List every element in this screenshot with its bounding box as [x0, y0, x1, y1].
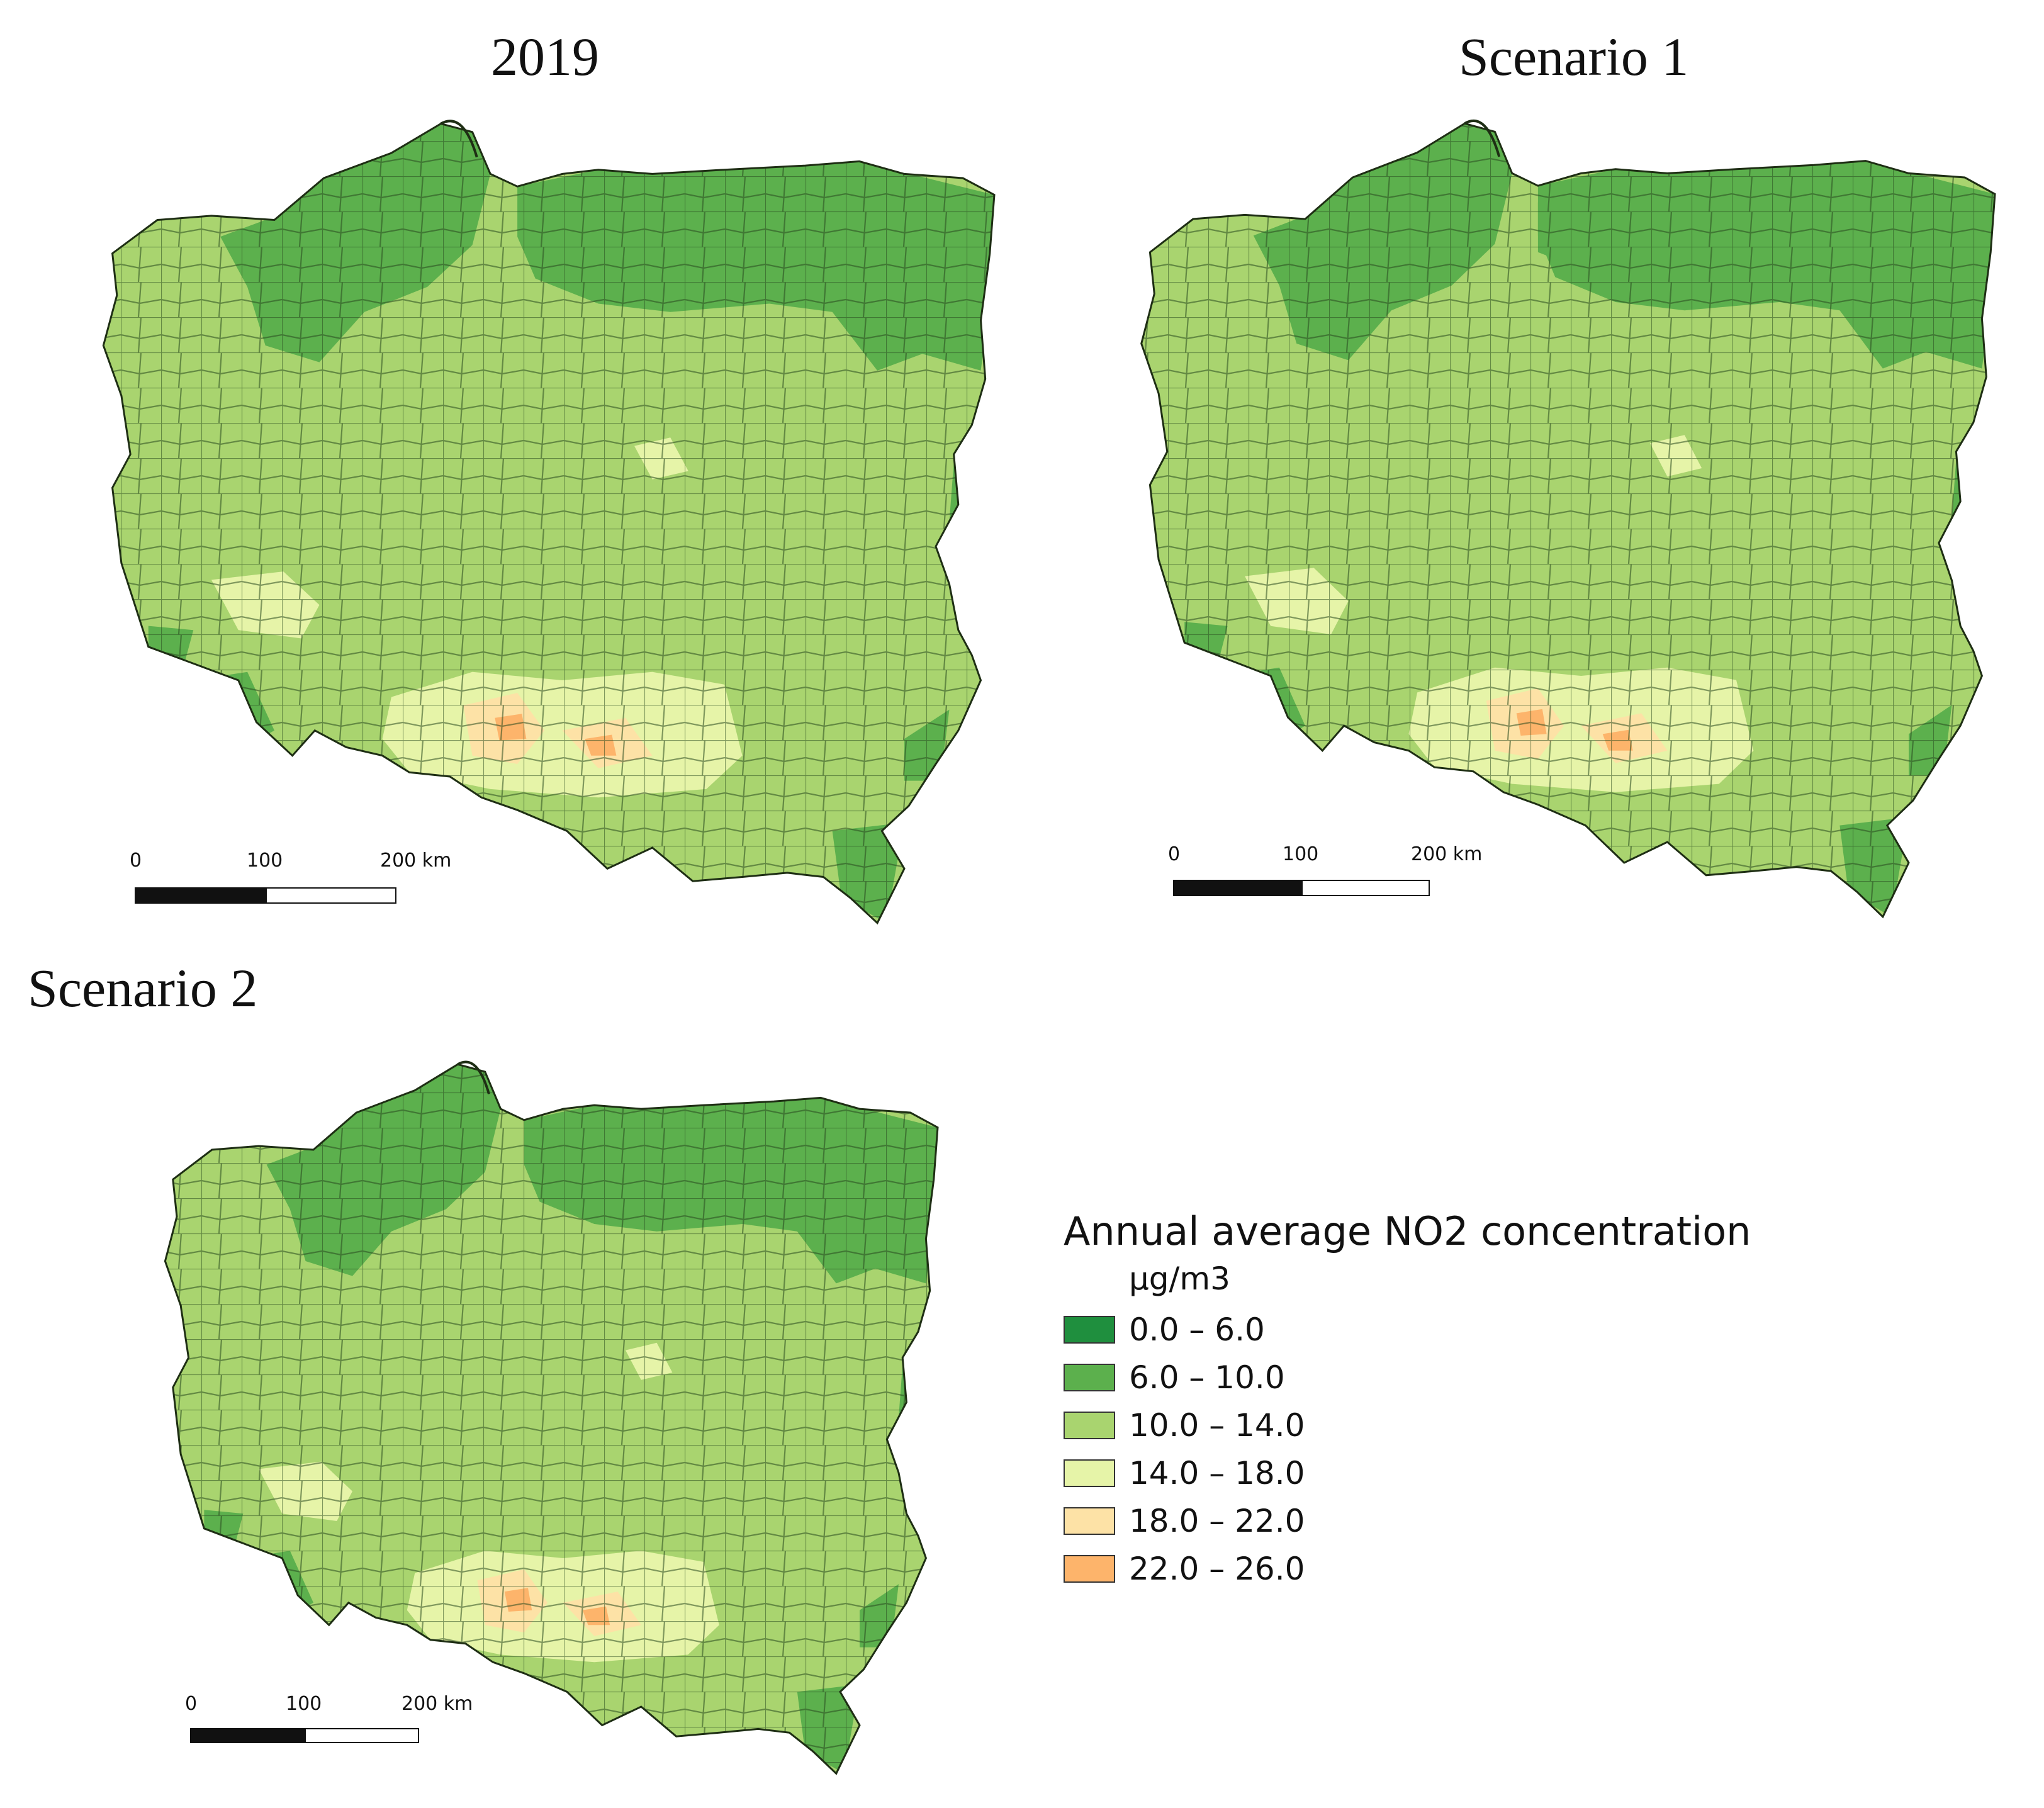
legend-item: 10.0 – 14.0	[1064, 1401, 1751, 1449]
hel-peninsula	[1464, 120, 1501, 157]
legend-item: 22.0 – 26.0	[1064, 1545, 1751, 1593]
map-title-scenario-2: Scenario 2	[28, 958, 258, 1018]
legend-item: 18.0 – 22.0	[1064, 1497, 1751, 1545]
map-2019	[102, 120, 996, 925]
legend-swatch	[1064, 1316, 1115, 1344]
legend-swatch	[1064, 1459, 1115, 1487]
scalebar-tick-200: 200 km	[380, 850, 452, 872]
scalebar-tick-0: 0	[1168, 843, 1181, 865]
scalebar-tick-200: 200 km	[1411, 843, 1483, 865]
legend-swatch	[1064, 1364, 1115, 1391]
legend-item: 6.0 – 10.0	[1064, 1354, 1751, 1401]
legend: Annual average NO2 concentration µg/m3 0…	[1064, 1208, 1751, 1593]
district-boundaries	[165, 1064, 938, 1774]
scalebar-white-segment	[305, 1728, 419, 1743]
legend-label: 0.0 – 6.0	[1129, 1311, 1265, 1348]
legend-title: Annual average NO2 concentration	[1064, 1208, 1751, 1254]
scalebar-tick-0: 0	[130, 850, 142, 872]
country-border	[1140, 122, 1996, 919]
legend-label: 10.0 – 14.0	[1129, 1407, 1305, 1444]
country-border	[164, 1063, 939, 1775]
hel-peninsula	[457, 1060, 490, 1095]
legend-label: 14.0 – 18.0	[1129, 1455, 1305, 1491]
scalebar-white-segment	[1301, 880, 1430, 896]
scalebar-tick-100: 100	[286, 1693, 322, 1715]
legend-label: 22.0 – 26.0	[1129, 1551, 1305, 1587]
legend-label: 6.0 – 10.0	[1129, 1359, 1285, 1396]
map-scenario-2	[164, 1060, 939, 1775]
map-title-2019: 2019	[491, 26, 599, 87]
scalebar-tick-100: 100	[247, 850, 283, 872]
scalebar-black-segment	[135, 887, 266, 904]
legend-item: 0.0 – 6.0	[1064, 1306, 1751, 1354]
scalebar-tick-0: 0	[185, 1693, 198, 1715]
scalebar-tick-200: 200 km	[402, 1693, 473, 1715]
legend-unit: µg/m3	[1129, 1261, 1230, 1297]
scalebar-black-segment	[1173, 880, 1301, 896]
country-border	[102, 122, 996, 925]
hel-peninsula	[440, 120, 478, 158]
district-boundaries	[1141, 123, 1995, 917]
map-title-scenario-1: Scenario 1	[1459, 26, 1689, 87]
legend-item: 14.0 – 18.0	[1064, 1449, 1751, 1497]
legend-label: 18.0 – 22.0	[1129, 1503, 1305, 1539]
scalebar-black-segment	[190, 1728, 305, 1743]
legend-swatch	[1064, 1412, 1115, 1439]
map-scenario-1	[1140, 120, 1996, 919]
scalebar-tick-100: 100	[1283, 843, 1319, 865]
district-boundaries	[103, 123, 994, 923]
legend-swatch	[1064, 1555, 1115, 1583]
legend-swatch	[1064, 1507, 1115, 1535]
scalebar-white-segment	[266, 887, 396, 904]
